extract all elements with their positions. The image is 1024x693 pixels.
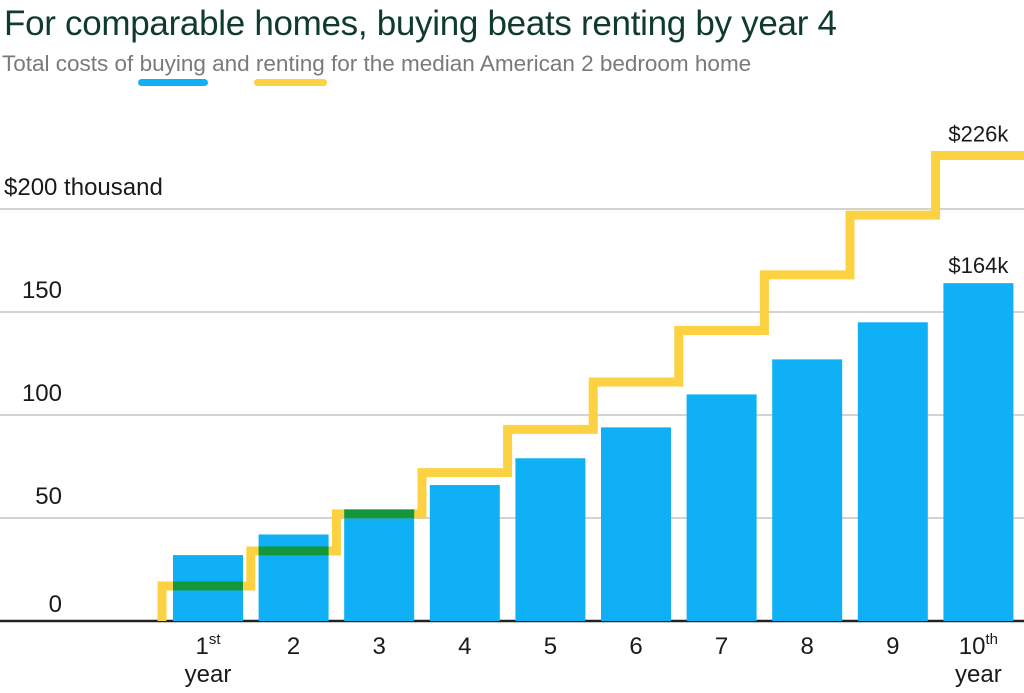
data-label-buying-10: $164k (948, 253, 1009, 278)
bar-buying-3 (344, 513, 415, 621)
y-tick-label-50: 50 (35, 483, 62, 510)
legend-renting: renting (253, 51, 327, 86)
chart-title: For comparable homes, buying beats renti… (4, 4, 837, 43)
y-tick-label-150: 150 (22, 277, 62, 304)
y-tick-label-200: $200 thousand (4, 174, 163, 201)
bar-buying-5 (515, 458, 586, 621)
bar-buying-10 (943, 283, 1014, 621)
subtitle-prefix: Total costs of (2, 51, 140, 76)
legend-buying-label: buying (139, 51, 206, 76)
x-tick-label-9: 9 (886, 633, 899, 660)
bar-buying-4 (429, 485, 500, 621)
x-tick-label-5: 5 (544, 633, 557, 660)
y-tick-label-0: 0 (49, 591, 62, 618)
subtitle-suffix: for the median American 2 bedroom home (324, 51, 752, 76)
x-tick-label-4: 4 (458, 633, 471, 660)
overlap-marks (173, 509, 415, 591)
data-label-renting-10: $226k (948, 121, 1009, 146)
bar-buying-7 (686, 394, 757, 621)
x-tick-label-8: 8 (801, 633, 814, 660)
gridlines (0, 208, 1024, 623)
bar-buying-9 (857, 322, 928, 621)
x-tick-label-1: 1st (195, 631, 221, 660)
bar-buying-8 (772, 359, 843, 621)
data-labels: $226k $164k (948, 121, 1009, 278)
overlap-mark-1 (173, 581, 243, 591)
chart-subtitle: Total costs of buying and renting for th… (2, 51, 752, 86)
legend-buying: buying (137, 51, 208, 86)
overlap-mark-3 (344, 509, 415, 519)
y-tick-label-100: 100 (22, 380, 62, 407)
legend-buying-swatch (137, 79, 208, 86)
legend-renting-label: renting (255, 51, 325, 76)
buying-bars (173, 283, 1014, 621)
x-tick-label-7: 7 (715, 633, 728, 660)
x-tick-label-2: 2 (287, 633, 300, 660)
bar-buying-6 (601, 427, 671, 621)
x-tick-sublabel-1: year (185, 661, 232, 688)
x-tick-label-6: 6 (629, 633, 642, 660)
overlap-mark-2 (258, 546, 329, 556)
x-tick-label-10: 10th (959, 631, 998, 660)
x-tick-sublabel-10: year (955, 661, 1002, 688)
x-tick-label-3: 3 (373, 633, 386, 660)
subtitle-middle: and (205, 51, 256, 76)
y-tick-labels: 0 50 100 150 $200 thousand (4, 174, 163, 618)
legend-renting-swatch (253, 79, 327, 86)
